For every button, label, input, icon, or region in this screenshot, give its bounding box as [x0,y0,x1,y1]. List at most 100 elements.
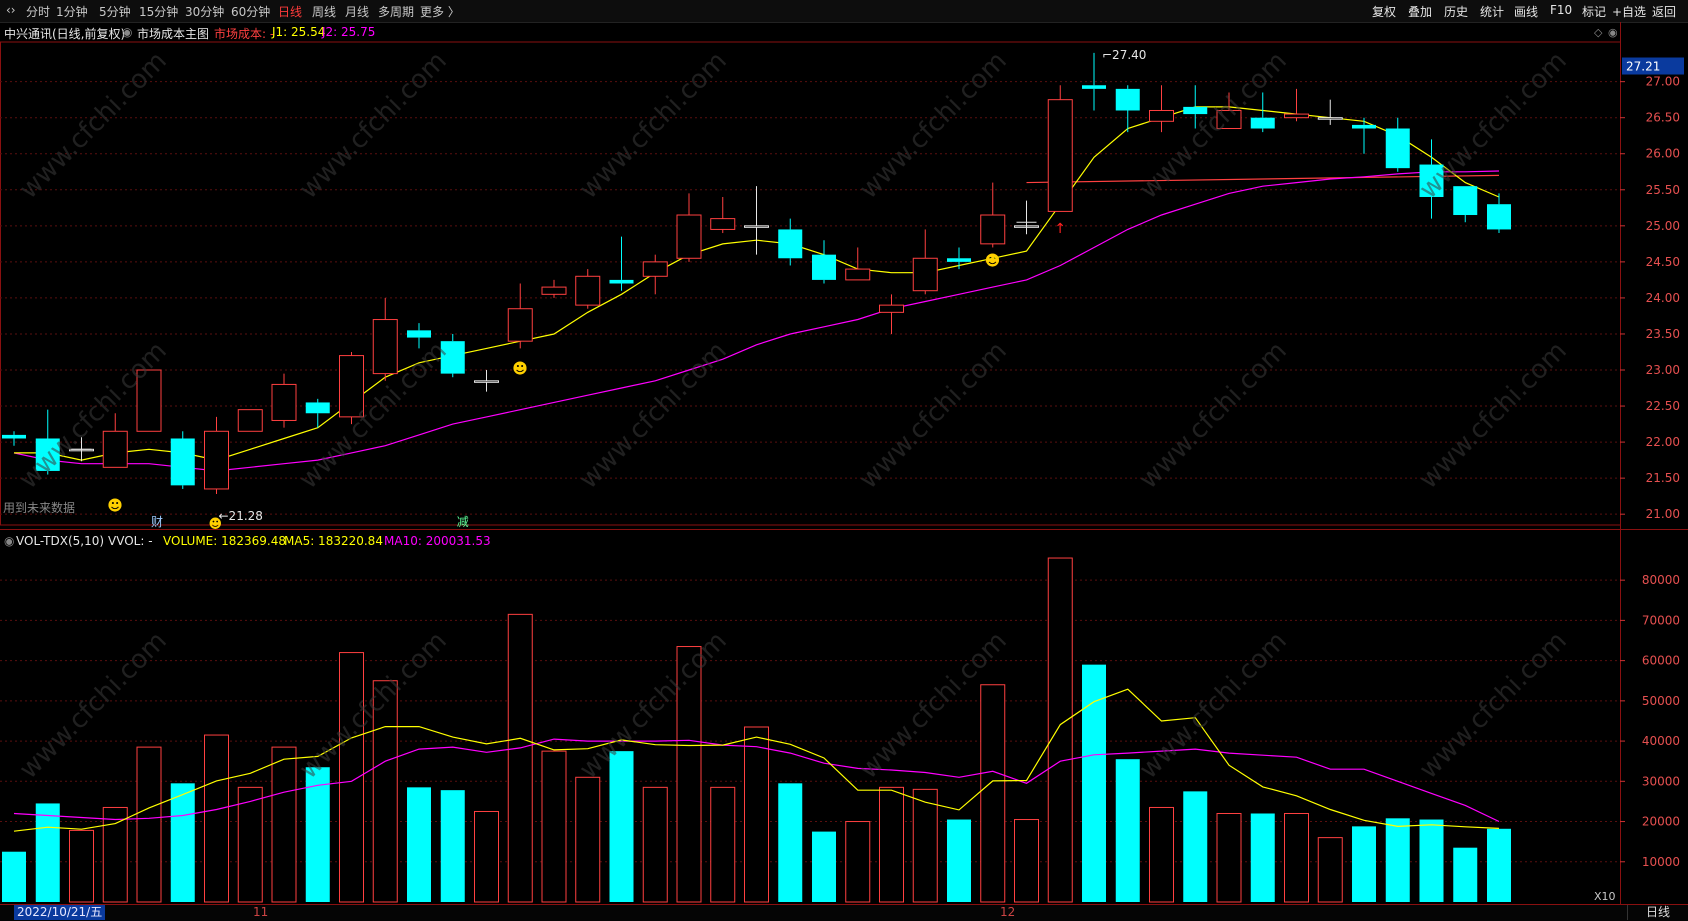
period-tab[interactable]: 60分钟 [231,5,271,19]
diamond-icon[interactable]: ◇ [1594,26,1603,39]
volume-bar[interactable] [575,776,601,903]
toolbar-button[interactable]: 画线 [1514,5,1539,19]
candle-body[interactable] [1317,117,1343,120]
period-tab[interactable]: 月线 [345,5,370,19]
candle-body[interactable] [676,214,702,259]
period-button[interactable]: 日线 [1627,905,1688,920]
volume-indicator-name[interactable]: VOL-TDX(5,10) [16,534,105,548]
volume-bar[interactable] [642,786,668,903]
candle-body[interactable] [507,308,533,342]
candle-body[interactable] [204,430,229,490]
volume-bar[interactable] [305,767,330,902]
volume-bar[interactable] [1453,847,1478,902]
candle-body[interactable] [1453,186,1478,216]
candle-body[interactable] [1082,85,1106,89]
period-tab[interactable]: 1分钟 [56,5,88,19]
volume-bar[interactable] [1317,837,1343,903]
smiley-signal-icon[interactable]: ☻ [209,517,223,532]
volume-bar[interactable] [339,652,364,903]
volume-bar[interactable] [845,821,871,903]
toolbar-button[interactable]: F10 [1550,3,1573,17]
volume-bar[interactable] [812,831,836,902]
candle-body[interactable] [845,268,871,281]
period-tab[interactable]: 多周期 [378,5,415,19]
volume-bar[interactable] [1216,812,1242,903]
volume-bar[interactable] [170,783,195,902]
period-tab[interactable]: 5分钟 [99,5,131,19]
candle-body[interactable] [912,257,938,292]
volume-bar[interactable] [676,646,702,903]
period-tab[interactable]: 日线 [278,5,303,19]
candle-body[interactable] [879,304,904,313]
smiley-signal-icon[interactable]: ☻ [107,497,123,515]
volume-bar[interactable] [947,819,971,902]
smiley-signal-icon[interactable]: ☻ [512,360,528,378]
volume-bar[interactable] [1047,557,1073,903]
candle-body[interactable] [1385,128,1410,169]
volume-bar[interactable] [69,829,94,903]
period-tab[interactable]: 更多 〉 [420,5,460,19]
candle-body[interactable] [339,355,364,418]
volume-bar[interactable] [1419,819,1444,902]
candle-body[interactable] [474,380,499,383]
candle-body[interactable] [541,286,567,295]
candle-body[interactable] [1419,164,1444,197]
volume-bar[interactable] [1250,813,1275,902]
candle-body[interactable] [1250,117,1275,129]
toolbar-button[interactable]: 返回 [1652,5,1677,19]
toolbar-button[interactable]: 统计 [1480,5,1505,19]
volume-bar[interactable] [237,786,263,903]
candle-body[interactable] [980,214,1006,245]
period-tab[interactable]: 15分钟 [139,5,179,19]
volume-bar[interactable] [710,786,736,903]
volume-bar[interactable] [1385,818,1410,902]
candle-body[interactable] [947,258,971,262]
candle-body[interactable] [372,319,398,375]
volume-bar[interactable] [474,810,499,903]
volume-bar[interactable] [778,783,803,902]
event-marker-jian[interactable]: 减 [457,515,469,529]
candle-body[interactable] [2,434,26,439]
volume-bar[interactable] [980,684,1006,903]
candle-body[interactable] [170,438,195,486]
candle-body[interactable] [1487,204,1511,230]
candle-body[interactable] [642,261,668,277]
volume-bar[interactable] [2,851,26,902]
toolbar-button[interactable]: 标记 [1582,5,1607,19]
volume-bar[interactable] [1014,819,1039,903]
volume-bar[interactable] [912,788,938,903]
toolbar-button[interactable]: 历史 [1444,5,1469,19]
candle-body[interactable] [575,275,601,306]
volume-bar[interactable] [102,806,128,903]
volume-bar[interactable] [1082,664,1106,902]
volume-bar[interactable] [136,746,162,903]
volume-bar[interactable] [609,751,634,902]
volume-bar[interactable] [1352,826,1376,902]
toolbar-button[interactable]: 复权 [1372,5,1397,19]
candle-body[interactable] [1047,99,1073,212]
period-tab[interactable]: 30分钟 [185,5,225,19]
gear-icon[interactable]: ◉ [4,534,15,548]
candle-body[interactable] [440,341,465,374]
main-indicator-name[interactable]: 市场成本主图 [137,27,210,41]
candle-body[interactable] [35,438,60,471]
volume-bar[interactable] [204,734,229,903]
candle-body[interactable] [812,254,836,280]
volume-bar[interactable] [1149,806,1174,903]
volume-bar[interactable] [541,750,567,903]
candle-body[interactable] [609,279,634,284]
volume-bar[interactable] [744,726,769,903]
smiley-signal-icon[interactable]: ☻ [985,251,1001,269]
volume-bar[interactable] [372,680,398,903]
candle-body[interactable] [744,225,769,228]
volume-bar[interactable] [271,746,297,903]
volume-bar[interactable] [1284,812,1309,903]
candle-body[interactable] [407,330,431,338]
period-tab[interactable]: 周线 [312,5,337,19]
volume-bar[interactable] [879,786,904,903]
candle-body[interactable] [710,218,736,230]
candle-body[interactable] [778,229,803,259]
volume-bar[interactable] [407,787,431,902]
volume-bar[interactable] [35,803,60,902]
